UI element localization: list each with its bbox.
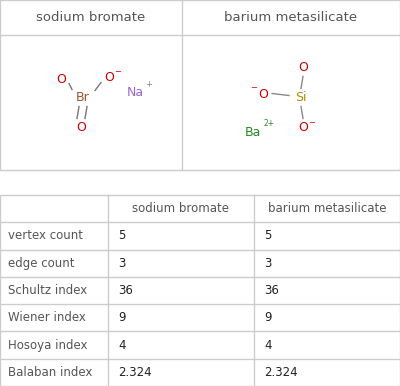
Text: Na: Na <box>126 86 144 99</box>
Text: sodium bromate: sodium bromate <box>132 202 230 215</box>
Text: 5: 5 <box>264 229 271 242</box>
Text: −: − <box>308 118 316 127</box>
Text: barium metasilicate: barium metasilicate <box>268 202 386 215</box>
Text: O: O <box>104 71 114 84</box>
Text: vertex count: vertex count <box>8 229 83 242</box>
Text: barium metasilicate: barium metasilicate <box>224 11 358 24</box>
Text: −: − <box>114 67 122 76</box>
Text: Schultz index: Schultz index <box>8 284 87 297</box>
Text: 4: 4 <box>118 339 126 352</box>
Text: 5: 5 <box>118 229 125 242</box>
Text: +: + <box>146 80 152 89</box>
Text: 4: 4 <box>264 339 272 352</box>
Text: 2+: 2+ <box>264 119 274 128</box>
Text: 2.324: 2.324 <box>118 366 152 379</box>
Text: −: − <box>250 83 258 92</box>
Text: O: O <box>56 73 66 86</box>
Text: sodium bromate: sodium bromate <box>36 11 146 24</box>
Bar <box>0 0 400 170</box>
Bar <box>0 195 400 386</box>
Text: Br: Br <box>76 91 90 104</box>
Text: O: O <box>258 88 268 101</box>
Text: Hosoya index: Hosoya index <box>8 339 88 352</box>
Text: edge count: edge count <box>8 257 74 270</box>
Text: 9: 9 <box>118 311 126 324</box>
Text: 3: 3 <box>118 257 125 270</box>
Text: 9: 9 <box>264 311 272 324</box>
Text: O: O <box>298 121 308 134</box>
Text: Balaban index: Balaban index <box>8 366 92 379</box>
Text: Ba: Ba <box>245 126 261 139</box>
Text: 36: 36 <box>118 284 133 297</box>
Text: O: O <box>76 121 86 134</box>
Text: 2.324: 2.324 <box>264 366 298 379</box>
Text: Wiener index: Wiener index <box>8 311 86 324</box>
Text: Si: Si <box>295 91 307 104</box>
Text: 3: 3 <box>264 257 271 270</box>
Text: O: O <box>298 61 308 74</box>
Text: 36: 36 <box>264 284 279 297</box>
